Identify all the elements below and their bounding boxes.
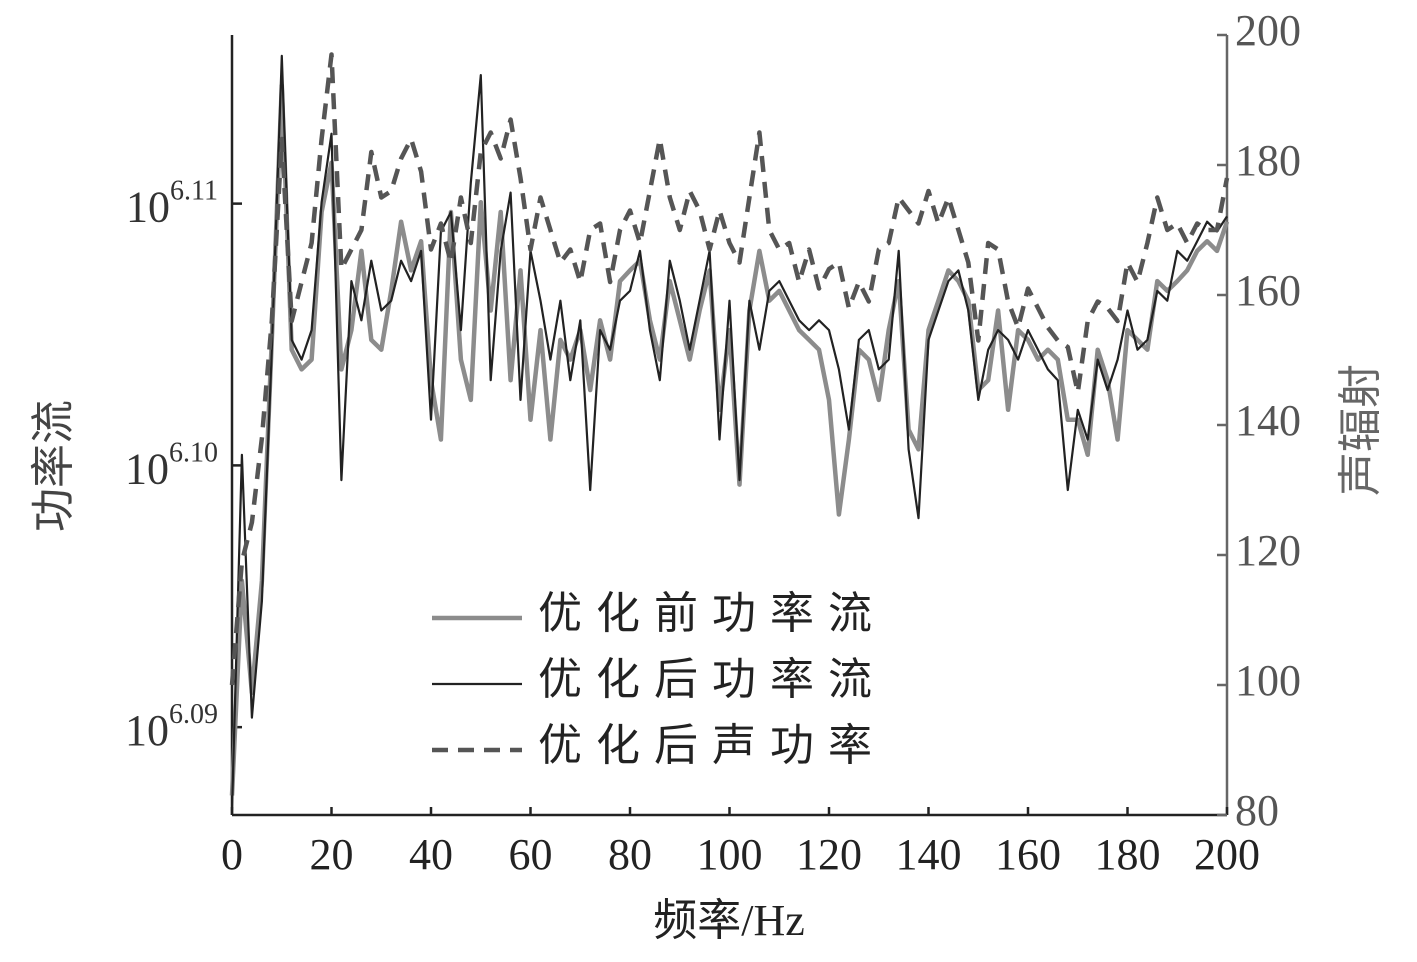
- tick-base: 10: [125, 706, 169, 755]
- y-tick-label: 106.11: [126, 176, 218, 232]
- x-tick-label: 160: [995, 830, 1061, 879]
- y2-tick-label: 180: [1235, 136, 1301, 185]
- y2-tick-label: 100: [1235, 656, 1301, 705]
- x-tick-label: 120: [796, 830, 862, 879]
- series-line: [230, 54, 1228, 811]
- y2-tick-label: 200: [1235, 6, 1301, 55]
- series-line: [229, 52, 1230, 686]
- x-tick-label: 0: [221, 830, 243, 879]
- x-tick-label: 20: [310, 830, 354, 879]
- y-tick-label: 106.09: [125, 700, 218, 756]
- y2-tick-label: 140: [1235, 396, 1301, 445]
- x-tick-label: 180: [1095, 830, 1161, 879]
- y-tick-label: 106.10: [125, 438, 218, 494]
- series-line: [229, 83, 1230, 796]
- legend-label: 优化后声功率: [538, 721, 886, 770]
- x-tick-label: 40: [409, 830, 453, 879]
- tick-base: 10: [126, 183, 170, 232]
- x-tick-label: 140: [896, 830, 962, 879]
- x-tick-label: 100: [697, 830, 763, 879]
- tick-base: 10: [125, 444, 169, 493]
- y2-tick-label: 160: [1235, 266, 1301, 315]
- x-tick-label: 80: [608, 830, 652, 879]
- x-tick-label: 200: [1194, 830, 1260, 879]
- tick-exponent: 6.11: [170, 176, 218, 207]
- tick-exponent: 6.09: [169, 700, 218, 731]
- y2-tick-label: 120: [1235, 526, 1301, 575]
- legend-label: 优化后功率流: [538, 655, 886, 704]
- x-tick-label: 60: [509, 830, 553, 879]
- y2-axis-label: 声辐射: [1336, 364, 1385, 496]
- y-axis-label: 功率流: [29, 400, 78, 532]
- y2-tick-label: 80: [1235, 786, 1279, 835]
- tick-exponent: 6.10: [169, 438, 218, 469]
- legend-label: 优化前功率流: [538, 589, 886, 638]
- x-axis-label: 频率/Hz: [653, 896, 805, 945]
